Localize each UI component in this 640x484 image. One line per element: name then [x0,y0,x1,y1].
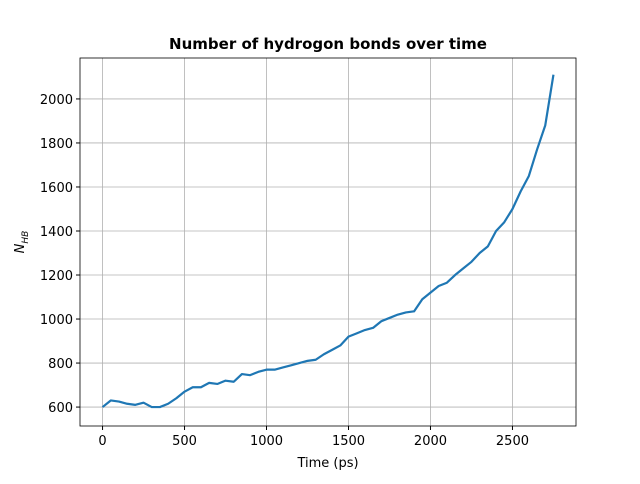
y-axis-label: NHB [13,231,31,254]
y-tick-label: 1000 [40,313,73,328]
y-tick-label: 1200 [40,269,73,284]
x-tick-label: 500 [172,434,197,449]
y-tick-label: 600 [48,401,73,416]
x-tick-label: 1500 [332,434,365,449]
plot-frame [79,57,577,427]
y-tick-label: 2000 [40,93,73,108]
y-tick-label: 1400 [40,225,73,240]
x-tick-label: 0 [98,434,106,449]
y-tick-label: 800 [48,357,73,372]
x-tick-label: 1000 [250,434,283,449]
x-axis-label: Time (ps) [296,456,358,471]
y-tick-label: 1600 [40,181,73,196]
y-label-sub: HB [21,231,31,244]
x-tick-label: 2500 [496,434,529,449]
chart-title: Number of hydrogon bonds over time [169,35,487,53]
y-label-main: N [13,243,28,253]
y-tick-label: 1800 [40,137,73,152]
x-tick-label: 2000 [414,434,447,449]
data-line [101,74,555,409]
